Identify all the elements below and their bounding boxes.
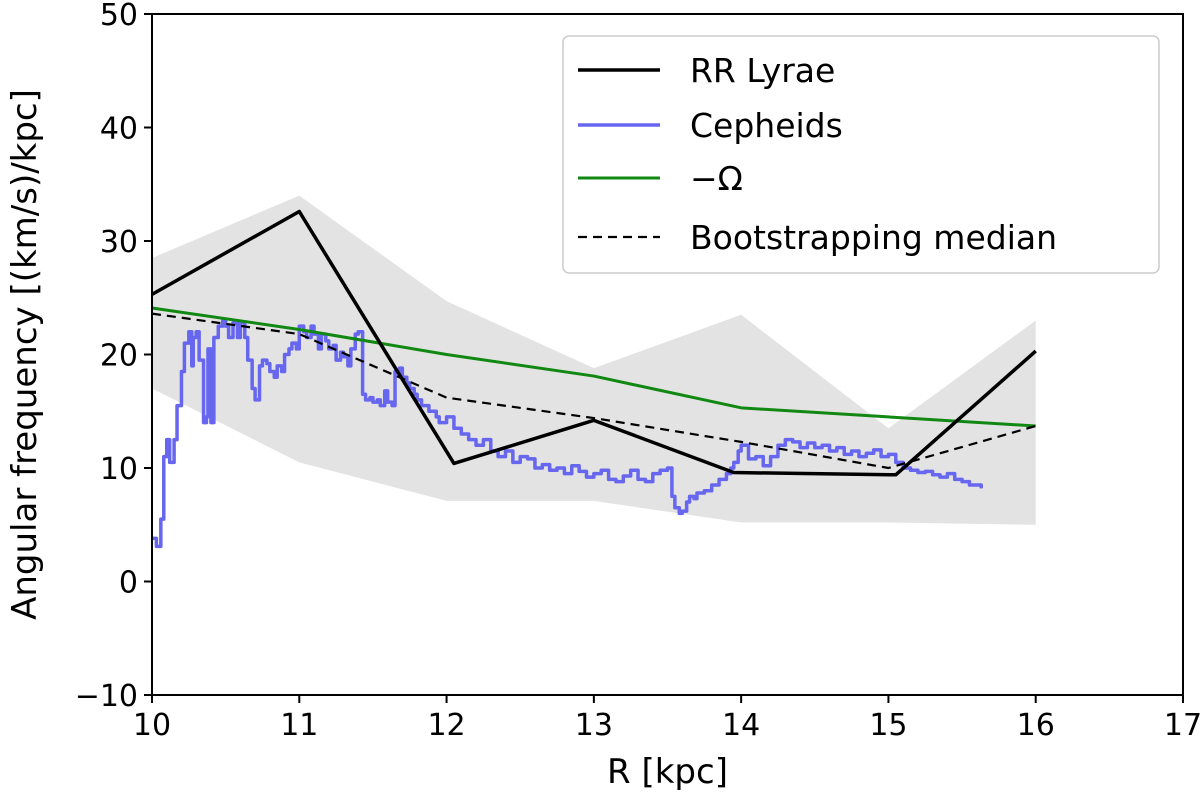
legend-label-cepheids: Cepheids: [690, 106, 843, 145]
y-axis-label: Angular frequency [(km/s)/kpc]: [5, 89, 45, 620]
legend-box: [562, 35, 1160, 274]
x-tick-label: 16: [1017, 708, 1055, 743]
x-axis-ticks: 10 11 12 13 14 15 16 17: [133, 695, 1200, 743]
legend-label-bootstrap: Bootstrapping median: [690, 218, 1057, 257]
legend: RR Lyrae Cepheids −Ω Bootstrapping media…: [562, 35, 1160, 274]
legend-label-rr-lyrae: RR Lyrae: [690, 51, 835, 90]
y-tick-label: 10: [100, 452, 138, 487]
x-tick-label: 15: [869, 708, 907, 743]
x-tick-label: 11: [280, 708, 318, 743]
y-axis-ticks: −10 0 10 20 30 40 50: [75, 0, 152, 714]
series-line-omega: [151, 306, 1036, 428]
x-tick-label: 10: [133, 708, 171, 743]
x-tick-label: 17: [1164, 708, 1200, 743]
x-axis-label: R [kpc]: [607, 752, 728, 792]
x-tick-label: 13: [575, 708, 613, 743]
y-tick-label: 30: [100, 225, 138, 260]
x-tick-label: 12: [427, 708, 465, 743]
legend-label-omega: −Ω: [690, 159, 743, 198]
y-tick-label: 40: [100, 112, 138, 147]
y-tick-label: 20: [100, 339, 138, 374]
y-tick-label: −10: [75, 679, 138, 714]
y-tick-label: 0: [119, 566, 138, 601]
x-tick-label: 14: [722, 708, 760, 743]
y-tick-label: 50: [100, 0, 138, 33]
series-line-bootstrap-median: [151, 312, 1037, 470]
series-layer: [151, 209, 1037, 549]
series-line-rr-lyrae: [151, 209, 1037, 477]
